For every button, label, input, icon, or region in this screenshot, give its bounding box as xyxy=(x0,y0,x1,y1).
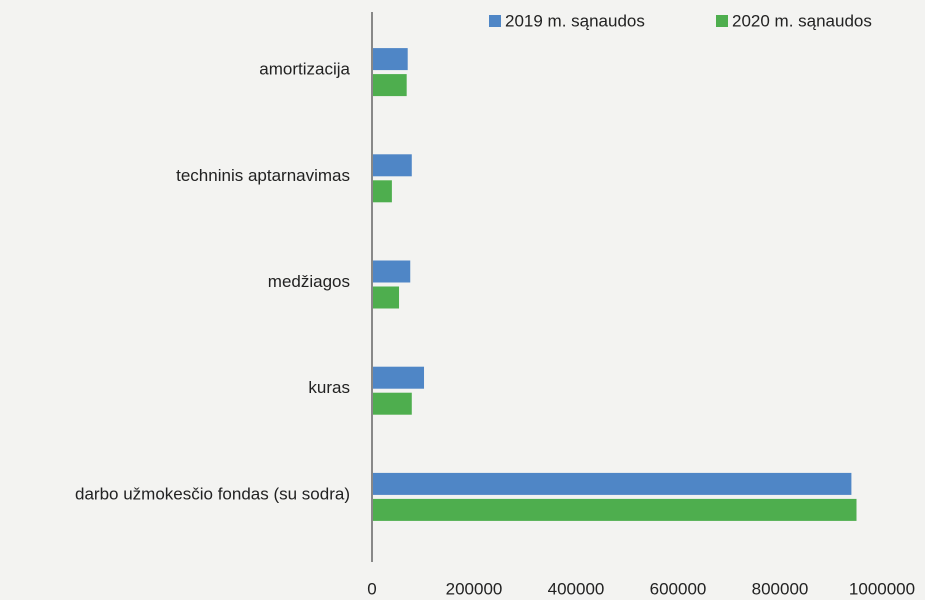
y-tick-label: techninis aptarnavimas xyxy=(176,166,350,185)
bar xyxy=(372,180,392,203)
y-tick-label: darbo užmokesčio fondas (su sodra) xyxy=(75,484,350,503)
x-tick-label: 800000 xyxy=(752,579,809,598)
x-tick-label: 200000 xyxy=(446,579,503,598)
x-tick-label: 400000 xyxy=(548,579,605,598)
bar xyxy=(372,498,857,521)
legend-label: 2020 m. sąnaudos xyxy=(732,11,872,30)
x-tick-label: 0 xyxy=(367,579,376,598)
bar xyxy=(372,472,852,495)
legend-label: 2019 m. sąnaudos xyxy=(505,11,645,30)
x-tick-label: 1000000 xyxy=(849,579,915,598)
legend-swatch xyxy=(716,15,728,27)
bar xyxy=(372,286,400,309)
y-tick-label: amortizacija xyxy=(259,60,350,79)
y-tick-label: kuras xyxy=(308,378,350,397)
x-tick-label: 600000 xyxy=(650,579,707,598)
bar xyxy=(372,260,411,283)
y-tick-label: medžiagos xyxy=(268,272,350,291)
bar xyxy=(372,392,412,415)
bar xyxy=(372,48,408,71)
bar xyxy=(372,74,407,97)
legend-swatch xyxy=(489,15,501,27)
bar xyxy=(372,366,425,389)
bar xyxy=(372,154,412,177)
